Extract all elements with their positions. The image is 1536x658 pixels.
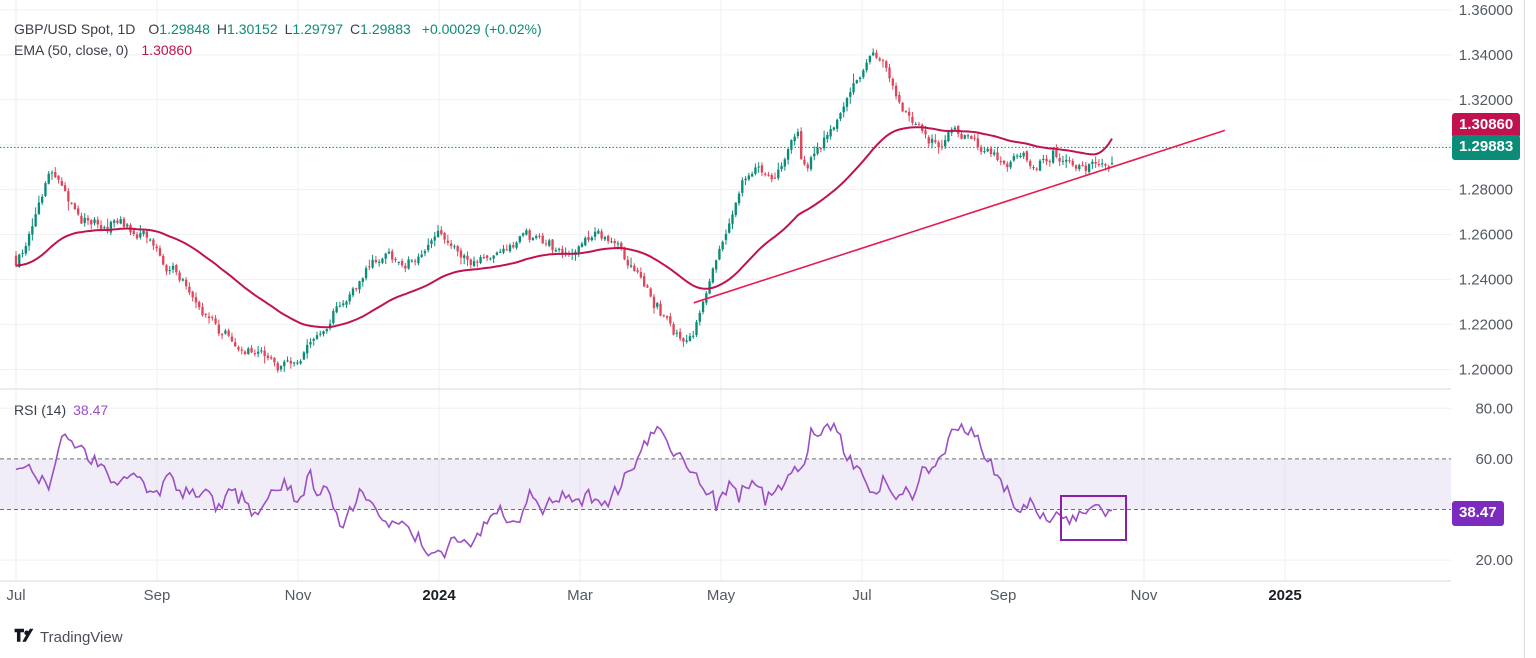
svg-text:80.00: 80.00 [1475,400,1513,417]
svg-text:1.28000: 1.28000 [1459,182,1513,199]
svg-text:1.34000: 1.34000 [1459,47,1513,64]
svg-text:Sep: Sep [144,587,171,604]
svg-text:Mar: Mar [567,587,593,604]
svg-text:1.36000: 1.36000 [1459,2,1513,19]
svg-text:Sep: Sep [990,587,1017,604]
svg-text:2024: 2024 [422,587,456,604]
svg-text:1.22000: 1.22000 [1459,317,1513,334]
svg-text:1.32000: 1.32000 [1459,92,1513,109]
svg-text:May: May [707,587,736,604]
svg-text:Jul: Jul [852,587,871,604]
svg-text:1.26000: 1.26000 [1459,227,1513,244]
svg-text:60.00: 60.00 [1475,451,1513,468]
svg-text:1.20000: 1.20000 [1459,361,1513,378]
svg-text:Jul: Jul [6,587,25,604]
svg-text:2025: 2025 [1268,587,1301,604]
svg-text:Nov: Nov [1131,587,1158,604]
svg-text:20.00: 20.00 [1475,552,1513,569]
svg-text:Nov: Nov [285,587,312,604]
svg-text:1.24000: 1.24000 [1459,272,1513,289]
